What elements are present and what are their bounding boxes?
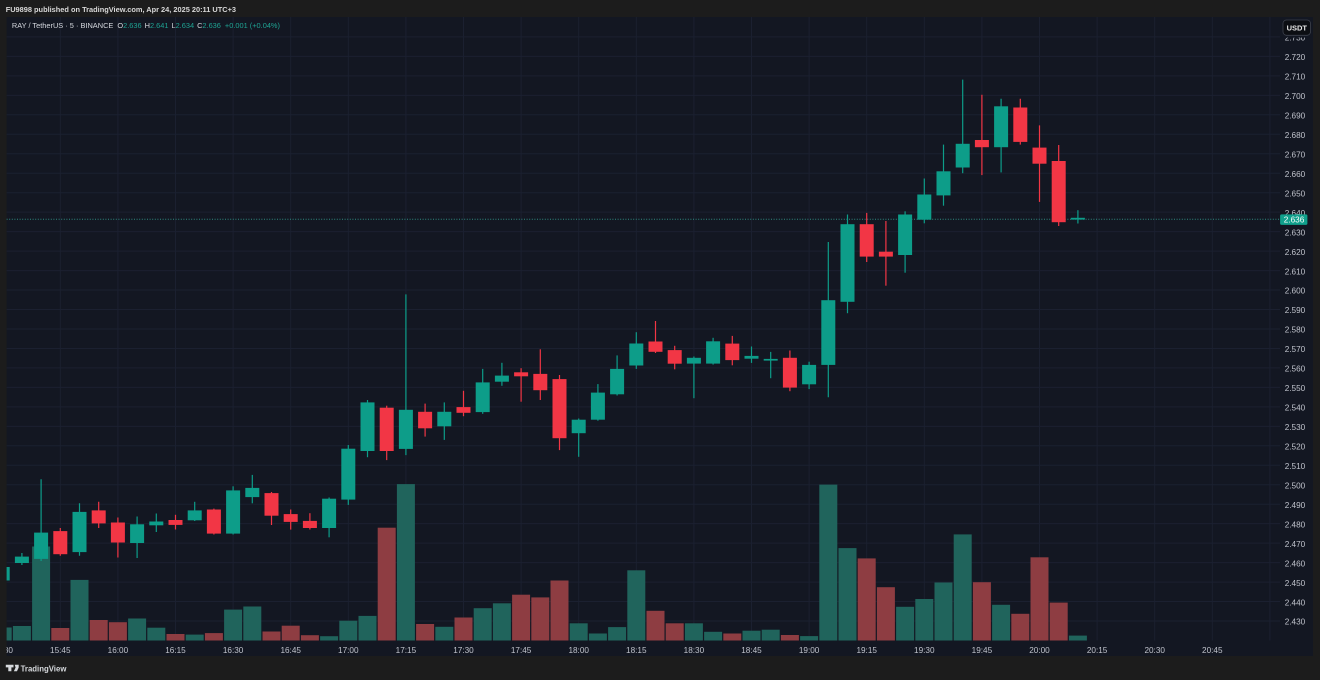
- svg-text:2.620: 2.620: [1285, 248, 1306, 257]
- svg-text:2.636: 2.636: [1284, 216, 1305, 225]
- svg-text:2.520: 2.520: [1285, 443, 1306, 452]
- svg-text:20:30: 20:30: [1144, 646, 1165, 655]
- svg-text:18:45: 18:45: [741, 646, 762, 655]
- svg-text:2.640: 2.640: [1285, 209, 1306, 218]
- svg-text:2.460: 2.460: [1285, 559, 1306, 568]
- svg-text:17:00: 17:00: [338, 646, 359, 655]
- svg-text:18:30: 18:30: [684, 646, 705, 655]
- svg-text:2.600: 2.600: [1285, 287, 1306, 296]
- svg-text:2.670: 2.670: [1285, 150, 1306, 159]
- svg-text:2.710: 2.710: [1285, 73, 1306, 82]
- svg-text:16:45: 16:45: [280, 646, 301, 655]
- svg-text:FU9898 published on TradingVie: FU9898 published on TradingView.com, Apr…: [6, 5, 236, 14]
- svg-text:18:00: 18:00: [568, 646, 589, 655]
- svg-text:16:15: 16:15: [165, 646, 186, 655]
- svg-text:TradingView: TradingView: [21, 665, 68, 674]
- svg-text:2.690: 2.690: [1285, 112, 1306, 121]
- svg-text:16:30: 16:30: [223, 646, 244, 655]
- svg-text:20:15: 20:15: [1087, 646, 1108, 655]
- svg-text:2.560: 2.560: [1285, 365, 1306, 374]
- svg-text:17:30: 17:30: [453, 646, 474, 655]
- svg-text:2.550: 2.550: [1285, 384, 1306, 393]
- svg-text:2.490: 2.490: [1285, 501, 1306, 510]
- svg-text:20:45: 20:45: [1202, 646, 1223, 655]
- svg-text:2.680: 2.680: [1285, 131, 1306, 140]
- svg-text:19:45: 19:45: [972, 646, 993, 655]
- svg-text:2.480: 2.480: [1285, 520, 1306, 529]
- svg-text:2.570: 2.570: [1285, 345, 1306, 354]
- svg-text:15:30: 15:30: [0, 646, 13, 655]
- svg-text:2.540: 2.540: [1285, 404, 1306, 413]
- svg-text:2.700: 2.700: [1285, 92, 1306, 101]
- svg-text:2.510: 2.510: [1285, 462, 1306, 471]
- svg-text:2.580: 2.580: [1285, 326, 1306, 335]
- svg-text:2.440: 2.440: [1285, 598, 1306, 607]
- svg-text:2.660: 2.660: [1285, 170, 1306, 179]
- svg-text:2.650: 2.650: [1285, 189, 1306, 198]
- svg-text:20:00: 20:00: [1029, 646, 1050, 655]
- svg-text:2.720: 2.720: [1285, 53, 1306, 62]
- svg-text:2.530: 2.530: [1285, 423, 1306, 432]
- svg-text:2.450: 2.450: [1285, 579, 1306, 588]
- svg-text:16:00: 16:00: [108, 646, 129, 655]
- svg-text:2.500: 2.500: [1285, 481, 1306, 490]
- svg-text:19:15: 19:15: [856, 646, 877, 655]
- svg-text:2.610: 2.610: [1285, 267, 1306, 276]
- svg-text:17:15: 17:15: [396, 646, 417, 655]
- svg-text:18:15: 18:15: [626, 646, 647, 655]
- svg-text:2.430: 2.430: [1285, 618, 1306, 627]
- svg-text:17:45: 17:45: [511, 646, 532, 655]
- svg-text:15:45: 15:45: [50, 646, 71, 655]
- svg-text:19:30: 19:30: [914, 646, 935, 655]
- svg-text:2.630: 2.630: [1285, 228, 1306, 237]
- svg-text:USDT: USDT: [1287, 23, 1308, 32]
- svg-text:2.470: 2.470: [1285, 540, 1306, 549]
- svg-text:19:00: 19:00: [799, 646, 820, 655]
- svg-text:2.730: 2.730: [1285, 34, 1306, 43]
- svg-text:2.590: 2.590: [1285, 306, 1306, 315]
